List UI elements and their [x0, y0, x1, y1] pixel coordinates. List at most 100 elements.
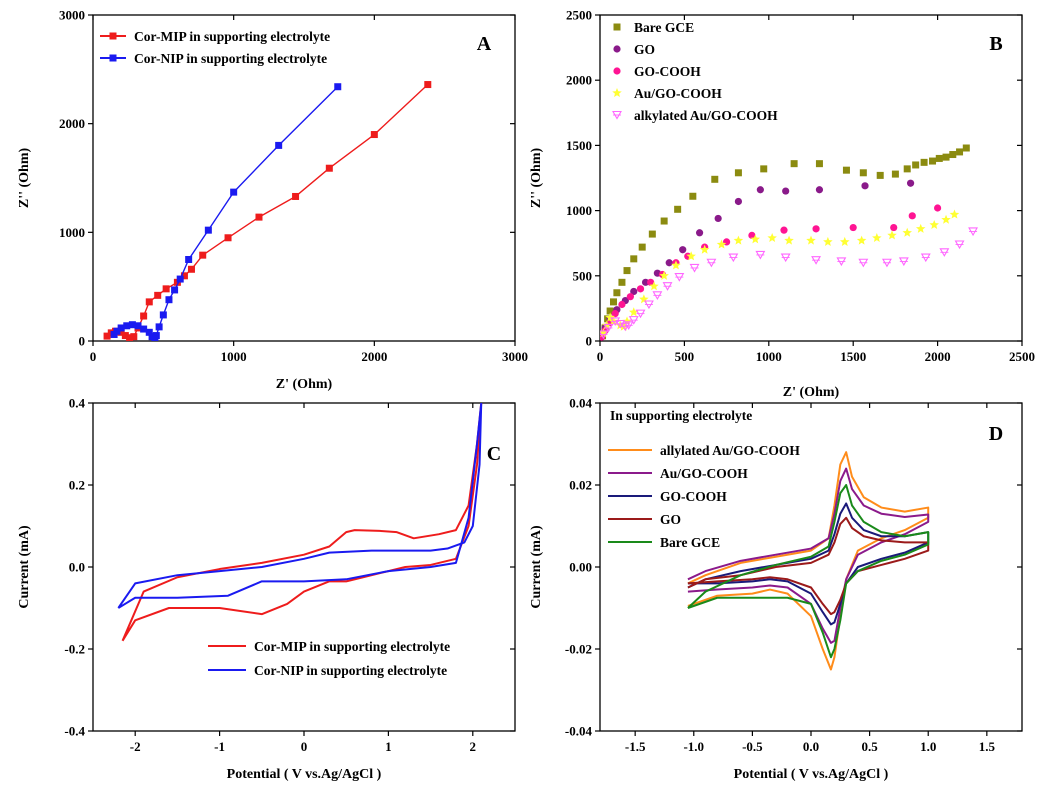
panel-a-series-cor-nip-in-supporting-electrolyte-point	[113, 327, 121, 335]
panel-b-ytick-label: 500	[573, 268, 593, 283]
panel-a-series-cor-nip-in-supporting-electrolyte-point	[275, 141, 283, 149]
panel-c-x-axis-label: Potential ( V vs.Ag/AgCl )	[227, 767, 382, 782]
panel-d-xtick-label: -1.0	[683, 739, 704, 754]
panel-b-series-go-cooh-point	[618, 300, 626, 309]
panel-a-series-cor-mip-in-supporting-electrolyte-point	[424, 81, 432, 89]
panel-d-plot-area	[687, 451, 930, 671]
panel-c-ytick-label: 0.4	[69, 396, 86, 411]
panel-b-xtick-label: 2500	[1009, 349, 1035, 364]
panel-a-series-cor-nip-in-supporting-electrolyte-point	[134, 322, 142, 330]
panel-b-series-go-cooh-point	[890, 223, 898, 232]
panel-b-series-go-cooh-point	[908, 212, 916, 220]
panel-b-series-bare-gce-point	[711, 175, 719, 183]
panel-b-series-bare-gce-point	[876, 171, 884, 179]
panel-b-series-go-point	[679, 246, 687, 254]
panel-d-letter: D	[989, 423, 1003, 445]
panel-b-series-go-cooh-point	[748, 231, 756, 239]
panel-a-series-cor-mip-in-supporting-electrolyte-point	[130, 333, 138, 341]
panel-b-series-go-point	[630, 287, 638, 296]
panel-d-legend: allylated Au/GO-COOH Au/GO-COOH GO-COOH GO B…	[608, 443, 800, 550]
panel-b-series-go-point	[782, 187, 790, 195]
panel-b-ytick-label: 1000	[566, 203, 592, 218]
panel-b-series-bare-gce-point	[674, 205, 682, 213]
panel-c-ytick-label: -0.4	[64, 724, 85, 739]
panel-a-series-cor-mip-in-supporting-electrolyte-point	[325, 164, 333, 172]
panel-a-series-cor-mip-in-supporting-electrolyte-point	[121, 332, 129, 340]
panel-d-title: In supporting electrolyte	[610, 408, 752, 423]
panel-b-series-bare-gce-point	[903, 165, 911, 173]
panel-a-series-cor-mip-in-supporting-electrolyte-point	[103, 332, 111, 340]
panel-a-series-cor-nip-in-supporting-electrolyte-point	[159, 311, 167, 319]
panel-a-series-cor-nip-in-supporting-electrolyte-point	[145, 328, 153, 336]
panel-d-x-axis-label: Potential ( V vs.Ag/AgCl )	[734, 767, 889, 782]
panel-b-series-au-go-cooh-point	[639, 294, 649, 304]
panel-b-series-au-go-cooh-point	[671, 260, 681, 270]
panel-a-legend-cor-nip-in-supporting-electrolyte-label: Cor-NIP in supporting electrolyte	[134, 51, 327, 66]
panel-a-series-cor-mip-in-supporting-electrolyte-point	[154, 291, 162, 299]
panel-d-xtick-label: 0.0	[803, 739, 819, 754]
panel-a-xtick-label: 1000	[221, 349, 247, 364]
panel-d-series-go-line	[687, 516, 930, 616]
panel-d-cv-electrodes: -1.5 -1.0 -0.5 0.0 0.5 1.0 1.5 -0.04 -0.02 0.00 0.…	[529, 396, 1023, 782]
panel-b-series-go-cooh-point	[780, 226, 788, 234]
panel-a-series-cor-nip-in-supporting-electrolyte-point	[176, 275, 184, 283]
panel-a-plot-area	[103, 81, 432, 341]
panel-d-legend-go-label: GO	[660, 512, 681, 527]
panel-c-letter: C	[487, 443, 501, 465]
panel-b-series-au-go-cooh-point	[915, 223, 926, 233]
panel-b-series-bare-gce-point	[912, 161, 920, 169]
panel-d-xtick-label: 0.5	[861, 739, 878, 754]
panel-c-xtick-label: -1	[214, 739, 225, 754]
panel-b-series-bare-gce-point	[935, 154, 943, 162]
panel-d-ytick-label: -0.04	[565, 724, 593, 739]
panel-b-series-au-go-cooh-point	[750, 234, 761, 244]
panel-d-xtick-label: 1.5	[979, 739, 996, 754]
panel-b-xtick-label: 1000	[756, 349, 782, 364]
panel-a-series-cor-mip-in-supporting-electrolyte-point	[255, 213, 263, 221]
panel-b-series-go-cooh-point	[812, 225, 820, 233]
panel-b-series-au-go-cooh-point	[733, 235, 744, 245]
panel-a-legend-cor-nip-in-supporting-electrolyte-swatch-marker	[109, 54, 117, 62]
panel-b-series-bare-gce-point	[606, 307, 614, 315]
panel-b-series-go-point	[695, 229, 704, 237]
panel-b-series-bare-gce-point	[790, 160, 798, 168]
panel-b-ytick-label: 1500	[566, 138, 592, 153]
panel-a-series-cor-nip-in-supporting-electrolyte-point	[165, 296, 173, 304]
panel-b-legend-au-go-cooh-label: Au/GO-COOH	[634, 86, 722, 101]
panel-b-series-go-cooh-point	[934, 204, 942, 212]
panel-b-series-bare-gce-point	[689, 192, 697, 200]
panel-a-series-cor-mip-in-supporting-electrolyte-point	[199, 251, 207, 259]
panel-b-xtick-label: 2000	[925, 349, 951, 364]
panel-d-ytick-label: 0.02	[569, 478, 592, 493]
panel-c-ytick-label: 0.2	[69, 478, 85, 493]
panel-b-series-bare-gce-point	[613, 289, 621, 297]
panel-b-ytick-label: 2500	[566, 8, 592, 23]
panel-b-series-go-point	[641, 278, 650, 286]
panel-a-series-cor-mip-in-supporting-electrolyte-point	[370, 131, 378, 139]
panel-d-legend-go-cooh-label: GO-COOH	[660, 489, 727, 504]
panel-b-legend-alkylated-au-go-cooh-label: alkylated Au/GO-COOH	[634, 108, 778, 123]
panel-b-legend-go-label: GO	[634, 42, 655, 57]
panel-a-series-cor-mip-in-supporting-electrolyte-line	[106, 84, 429, 339]
panel-b-ytick-label: 0	[586, 334, 593, 349]
panel-a-series-cor-nip-in-supporting-electrolyte-point	[117, 324, 125, 332]
panel-c-xtick-label: 2	[470, 739, 477, 754]
panel-b-series-bare-gce-point	[610, 298, 618, 306]
panel-a-letter: A	[477, 33, 492, 55]
panel-d-legend-bare-gce-label: Bare GCE	[660, 535, 720, 550]
panel-a-ytick-label: 0	[79, 334, 86, 349]
panel-c-xtick-label: 0	[301, 739, 308, 754]
panel-b-series-bare-gce-point	[630, 255, 638, 263]
panel-c-ytick-label: -0.2	[64, 642, 85, 657]
panel-d-y-axis-label: Current (mA)	[529, 525, 544, 609]
panel-a-series-cor-mip-in-supporting-electrolyte-point	[224, 234, 232, 242]
panel-b-letter: B	[989, 33, 1002, 55]
panel-a-series-cor-nip-in-supporting-electrolyte-point	[230, 188, 238, 196]
panel-b-series-au-go-cooh-point	[872, 232, 882, 243]
panel-b-plot-area	[600, 144, 978, 341]
panel-b-series-bare-gce-point	[929, 157, 937, 165]
panel-b-frame	[599, 14, 1023, 342]
panel-a-series-cor-nip-in-supporting-electrolyte-point	[185, 256, 193, 263]
panel-c-series-cor-mip-in-supporting-electrolyte-line	[121, 403, 483, 642]
